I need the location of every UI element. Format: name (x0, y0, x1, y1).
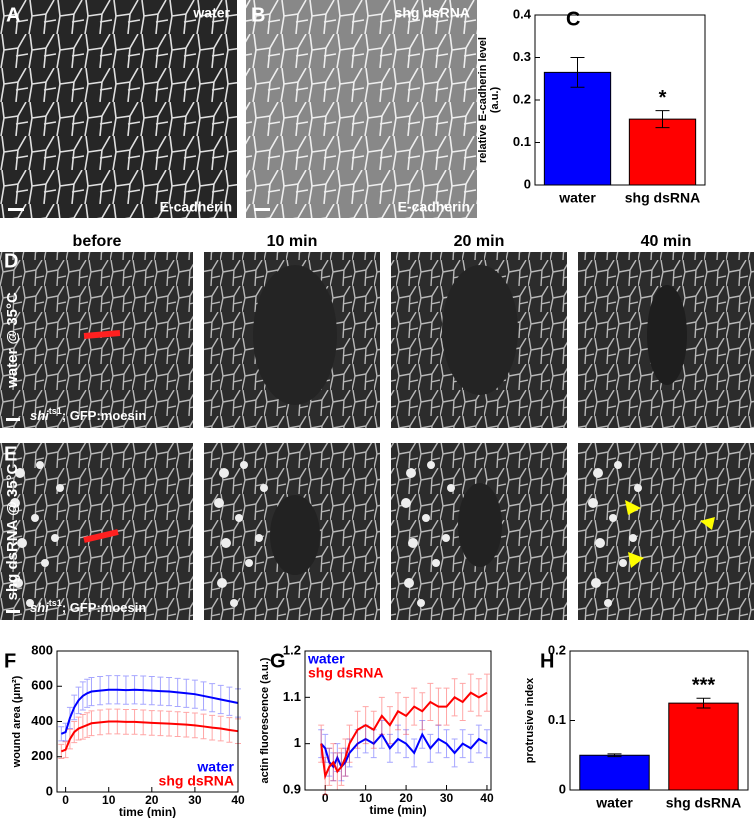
caption-text: ; GFP:moesin (62, 600, 147, 615)
caption: shits1; GFP:moesin (30, 406, 146, 423)
caption-text: ; GFP:moesin (62, 408, 147, 423)
y-tick-label: 0.3 (513, 49, 531, 64)
image-label: E-cadherin (398, 199, 470, 215)
image-label: shg dsRNA (395, 5, 470, 21)
caption: shits1; GFP:moesin (30, 598, 146, 615)
caption-gene: shi (30, 600, 49, 615)
image-label: E-cadherin (160, 199, 232, 215)
error-bar (655, 110, 670, 129)
image-label: water (192, 5, 230, 21)
y-axis-label: relative E-cadherin level (477, 37, 489, 163)
y-tick-label: 400 (31, 713, 53, 728)
x-tick-label: shg dsRNA (666, 795, 741, 811)
panel-letter: C (566, 8, 580, 30)
column-header: 40 min (641, 233, 692, 250)
x-tick-label: 20 (145, 793, 159, 807)
line (320, 732, 488, 769)
y-tick-label: 0 (524, 176, 531, 191)
y-axis-label: (a.u.) (489, 87, 501, 114)
bar (543, 71, 612, 186)
panel-letter: A (6, 4, 20, 26)
caption-allele: ts1 (49, 598, 62, 608)
row-label: shg dsRNA @ 35°C (4, 463, 21, 600)
x-tick-label: 0 (322, 791, 329, 805)
caption-allele: ts1 (49, 406, 62, 416)
panel-letter: E (4, 443, 17, 465)
error-bar (58, 726, 65, 742)
y-tick-label: 1.1 (283, 689, 301, 704)
legend-label: shg dsRNA (308, 665, 383, 681)
row-label: water @ 35°C (4, 292, 21, 389)
bar (668, 702, 739, 791)
y-tick-label: 0.9 (283, 781, 301, 796)
panel-letter: F (4, 650, 16, 672)
line (60, 688, 239, 735)
y-tick-label: 200 (31, 748, 53, 763)
y-axis-label: wound area (μm²) (11, 675, 23, 768)
legend-label: water (196, 759, 234, 775)
x-axis-label: time (min) (119, 805, 176, 818)
significance: * (659, 87, 667, 109)
line (60, 720, 239, 753)
panel-letter: H (540, 650, 554, 672)
y-tick-label: 0.2 (548, 642, 566, 657)
x-tick-label: 10 (102, 793, 116, 807)
y-axis-label: protrusive index (524, 677, 536, 763)
image-row-e (0, 443, 754, 620)
x-tick-label: 20 (399, 791, 413, 805)
y-tick-label: 0.4 (513, 6, 532, 21)
x-tick-label: 0 (62, 793, 69, 807)
y-tick-label: 0 (46, 783, 53, 798)
y-tick-label: 600 (31, 678, 53, 693)
bar (579, 754, 650, 791)
x-axis-label: time (min) (369, 803, 426, 817)
y-tick-label: 800 (31, 642, 53, 657)
error-bar (607, 753, 622, 758)
bar (628, 118, 697, 186)
x-tick-label: 40 (480, 791, 494, 805)
plot-frame (304, 650, 492, 791)
plot-frame (56, 650, 239, 793)
image-a (0, 0, 237, 218)
error-bar (570, 57, 585, 88)
panel-letter: G (270, 650, 286, 672)
panel-letter: D (4, 250, 18, 272)
significance: *** (692, 675, 716, 697)
y-tick-label: 0.1 (548, 712, 566, 727)
y-tick-label: 0.2 (513, 91, 531, 106)
y-tick-label: 0 (559, 781, 566, 796)
x-tick-label: 30 (188, 793, 202, 807)
error-bar (483, 673, 490, 712)
x-tick-label: shg dsRNA (625, 190, 700, 206)
x-tick-label: 10 (359, 791, 373, 805)
column-header: 20 min (454, 233, 505, 250)
legend-label: shg dsRNA (159, 773, 234, 789)
error-bar (58, 743, 65, 760)
error-bar (483, 729, 490, 759)
image-b (246, 0, 477, 218)
line (320, 691, 488, 780)
caption-gene: shi (30, 408, 49, 423)
x-tick-label: water (558, 190, 596, 206)
plot-frame (534, 14, 706, 186)
plot-frame (569, 650, 749, 791)
annotations (6, 208, 270, 613)
legend-label: water (307, 651, 345, 667)
y-tick-label: 1 (294, 735, 301, 750)
x-tick-label: 40 (231, 793, 245, 807)
panel-letter: B (251, 4, 265, 26)
y-tick-label: 0.1 (513, 134, 531, 149)
column-header: 10 min (267, 233, 318, 250)
column-header: before (73, 233, 122, 250)
x-tick-label: water (595, 795, 633, 811)
y-axis-label: actin fluorescence (a.u.) (259, 657, 271, 783)
error-bar (696, 697, 711, 709)
x-tick-label: 30 (440, 791, 454, 805)
y-tick-label: 1.2 (283, 642, 301, 657)
image-row-d (0, 252, 754, 428)
